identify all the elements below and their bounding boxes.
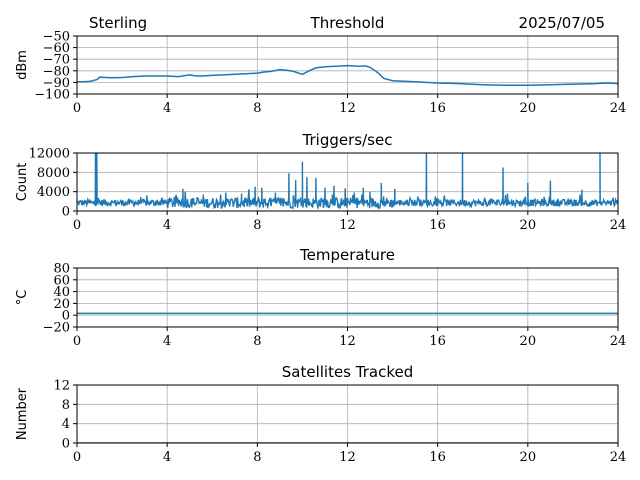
threshold-ytick-label-5: −50 bbox=[43, 30, 70, 45]
threshold-ytick-label-0: −100 bbox=[34, 88, 70, 103]
triggers-xtick-label-0: 0 bbox=[73, 218, 81, 233]
satellites-xtick-label-4: 16 bbox=[429, 450, 446, 465]
threshold-xtick-label-0: 0 bbox=[73, 101, 81, 116]
triggers-xtick-label-6: 24 bbox=[610, 218, 627, 233]
satellites-xtick-label-1: 4 bbox=[163, 450, 171, 465]
threshold-xtick-label-4: 16 bbox=[429, 101, 446, 116]
threshold-panel: 0 4 8 12 16 20 24 −100−90−80−70−60−50 Threshold d… bbox=[15, 14, 626, 116]
satellites-ytick-label-1: 4 bbox=[62, 417, 70, 432]
threshold-xtick-label-5: 20 bbox=[520, 101, 537, 116]
satellites-panel: 0 4 8 12 16 20 24 0 4 8 12 Satellites Tracked Number bbox=[15, 363, 626, 465]
threshold-ylabel: dBm bbox=[15, 50, 30, 80]
threshold-ytick-label-3: −70 bbox=[43, 53, 70, 68]
temperature-xtick-label-3: 12 bbox=[339, 334, 356, 349]
temperature-xtick-label-1: 4 bbox=[163, 334, 171, 349]
temperature-title: Temperature bbox=[299, 246, 395, 264]
triggers-xtick-label-3: 12 bbox=[339, 218, 356, 233]
station-label: Sterling bbox=[89, 14, 147, 32]
triggers-xtick-label-2: 8 bbox=[253, 218, 261, 233]
temperature-xtick-label-2: 8 bbox=[253, 334, 261, 349]
threshold-ytick-label-4: −60 bbox=[43, 41, 70, 56]
threshold-ytick-label-1: −90 bbox=[43, 76, 70, 91]
temperature-ytick-label-0: −20 bbox=[43, 321, 70, 336]
satellites-xtick-label-6: 24 bbox=[610, 450, 627, 465]
satellites-ytick-label-0: 0 bbox=[62, 437, 70, 452]
triggers-ylabel: Count bbox=[15, 163, 30, 202]
triggers-series-line bbox=[77, 153, 618, 211]
temperature-xtick-label-6: 24 bbox=[610, 334, 627, 349]
satellites-xtick-label-5: 20 bbox=[520, 450, 537, 465]
triggers-xtick-label-1: 4 bbox=[163, 218, 171, 233]
threshold-xtick-label-3: 12 bbox=[339, 101, 356, 116]
temperature-xtick-label-5: 20 bbox=[520, 334, 537, 349]
threshold-title: Threshold bbox=[310, 14, 385, 32]
satellites-xtick-label-2: 8 bbox=[253, 450, 261, 465]
triggers-title: Triggers/sec bbox=[302, 131, 393, 149]
threshold-xtick-label-2: 8 bbox=[253, 101, 261, 116]
temperature-ytick-label-2: 20 bbox=[53, 297, 70, 312]
satellites-title: Satellites Tracked bbox=[282, 363, 413, 381]
threshold-xtick-label-6: 24 bbox=[610, 101, 627, 116]
triggers-panel: 0 4 8 12 16 20 24 0 4000 8000 12000 Triggers/sec Cou… bbox=[15, 131, 626, 233]
temperature-ytick-label-1: 0 bbox=[62, 309, 70, 324]
satellites-xtick-label-3: 12 bbox=[339, 450, 356, 465]
satellites-ytick-label-2: 8 bbox=[62, 398, 70, 413]
temperature-xtick-label-4: 16 bbox=[429, 334, 446, 349]
temperature-ytick-label-5: 80 bbox=[53, 262, 70, 277]
satellites-ylabel: Number bbox=[15, 387, 30, 440]
temperature-ytick-label-3: 40 bbox=[53, 285, 70, 300]
triggers-xtick-label-5: 20 bbox=[520, 218, 537, 233]
triggers-ytick-label-0: 0 bbox=[62, 205, 70, 220]
triggers-ytick-label-2: 8000 bbox=[37, 166, 70, 181]
satellites-xtick-label-0: 0 bbox=[73, 450, 81, 465]
date-label: 2025/07/05 bbox=[519, 14, 605, 32]
triggers-xtick-label-4: 16 bbox=[429, 218, 446, 233]
threshold-series-line-0 bbox=[77, 64, 618, 87]
temperature-ytick-label-4: 60 bbox=[53, 273, 70, 288]
panels: 0 4 8 12 16 20 24 −100−90−80−70−60−50 Threshold d… bbox=[15, 14, 626, 465]
satellites-ytick-label-3: 12 bbox=[53, 379, 70, 394]
threshold-xtick-label-1: 4 bbox=[163, 101, 171, 116]
temperature-xtick-label-0: 0 bbox=[73, 334, 81, 349]
threshold-ytick-label-2: −80 bbox=[43, 64, 70, 79]
triggers-ytick-label-1: 4000 bbox=[37, 185, 70, 200]
triggers-ytick-label-3: 12000 bbox=[29, 147, 70, 162]
temperature-ylabel: °C bbox=[15, 290, 30, 306]
